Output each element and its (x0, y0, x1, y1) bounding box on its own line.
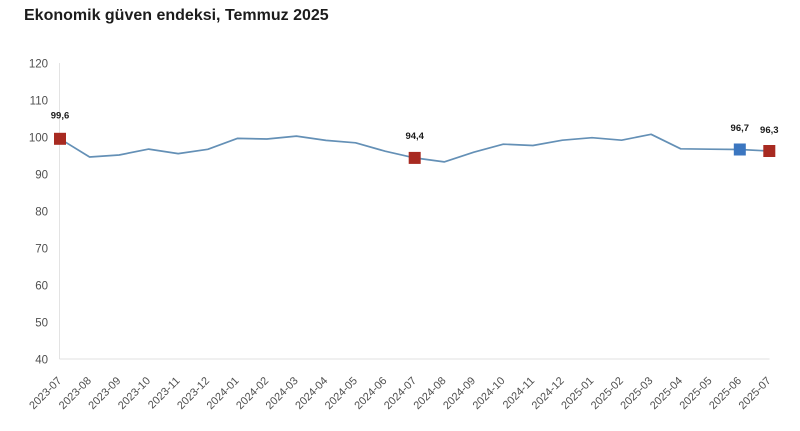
svg-text:94,4: 94,4 (405, 131, 424, 142)
svg-text:50: 50 (35, 318, 48, 330)
svg-text:40: 40 (35, 355, 48, 367)
svg-text:80: 80 (35, 207, 48, 219)
svg-text:120: 120 (29, 59, 48, 71)
svg-text:110: 110 (30, 96, 48, 108)
svg-text:Ekonomik güven endeksi, Temmuz: Ekonomik güven endeksi, Temmuz 2025 (24, 7, 329, 24)
svg-text:70: 70 (35, 244, 48, 256)
svg-text:96,7: 96,7 (731, 123, 750, 134)
svg-text:99,6: 99,6 (51, 111, 70, 122)
svg-text:100: 100 (29, 133, 48, 145)
svg-text:90: 90 (35, 170, 48, 182)
svg-text:96,3: 96,3 (760, 125, 779, 136)
svg-text:60: 60 (35, 281, 48, 293)
